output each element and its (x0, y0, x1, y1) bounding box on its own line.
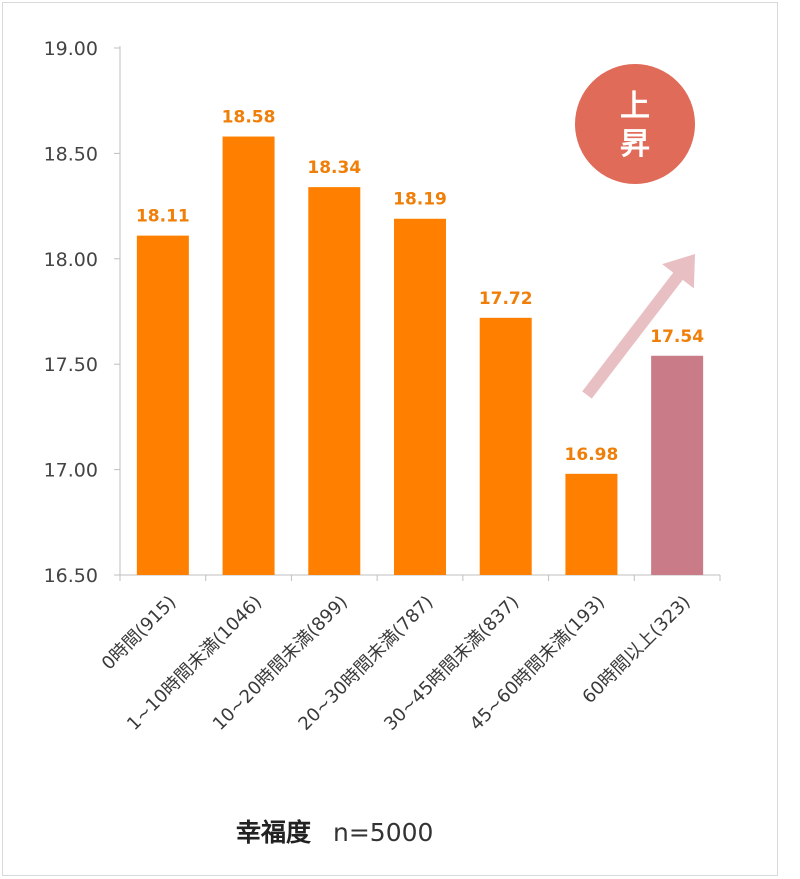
category-label: 0時間(915) (98, 592, 181, 675)
y-tick-label: 17.50 (44, 354, 98, 376)
annotation: 上昇 (575, 64, 695, 399)
value-label: 18.58 (222, 108, 276, 128)
rise-badge (575, 64, 695, 184)
value-label: 18.11 (136, 207, 190, 227)
bar (565, 473, 618, 575)
chart-frame: 16.50 17.00 17.50 18.00 18.50 19.00 0時間(915) 1~… (2, 2, 778, 876)
value-label: 18.19 (393, 190, 447, 210)
badge-text: 昇 (620, 127, 650, 162)
y-tick-label: 18.50 (44, 143, 98, 165)
bar-chart: 16.5017.0017.5018.0018.5019.000時間(915)1~… (44, 38, 721, 735)
y-tick-label: 18.00 (44, 249, 98, 271)
sample-size: n=5000 (333, 818, 434, 847)
y-tick-label: 19.00 (44, 38, 98, 60)
bar (651, 355, 704, 575)
value-label: 16.98 (565, 445, 619, 465)
badge-text: 上 (620, 89, 650, 124)
bar (479, 317, 532, 575)
bar (394, 218, 446, 576)
bar (136, 235, 189, 575)
bars: 18.11 18.58 18.34 18.19 17.72 16.98 17.54 (136, 108, 704, 576)
bar (308, 187, 361, 576)
trend-up-arrow (582, 254, 695, 399)
y-tick-label: 17.00 (44, 460, 98, 482)
value-label: 17.72 (479, 289, 533, 309)
chart-footer: 幸福度 n=5000 (236, 813, 433, 849)
value-label: 18.34 (307, 158, 361, 178)
measure-label: 幸福度 (236, 818, 312, 847)
y-tick-label: 16.50 (44, 565, 98, 587)
value-label: 17.54 (650, 327, 704, 347)
bar (222, 136, 275, 575)
